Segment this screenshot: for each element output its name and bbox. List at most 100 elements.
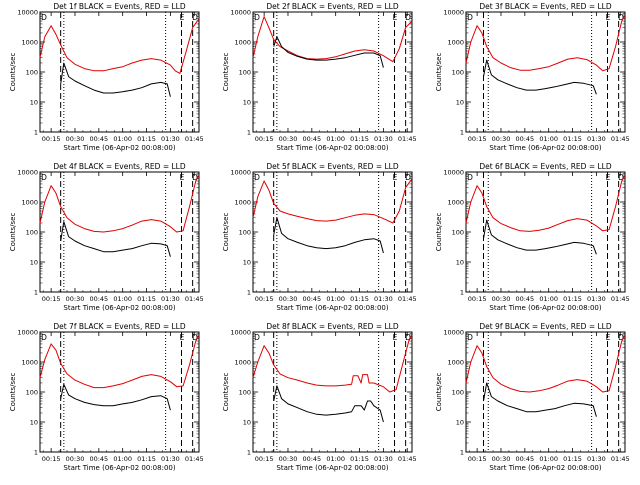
chart-title: Det 6f BLACK = Events, RED = LLD [479,162,612,171]
x-tick-label: 00:15 [42,135,61,143]
y-tick-label: 10 [456,419,464,427]
x-tick-label: 00:15 [42,455,61,463]
y-tick-label: 1000 [234,199,251,207]
x-tick-label: 00:15 [255,455,274,463]
chart-title: Det 4f BLACK = Events, RED = LLD [53,162,186,171]
x-tick-label: 00:45 [89,135,108,143]
flag-label: D [192,13,198,22]
y-axis-label: Counts/sec [9,213,17,252]
y-tick-label: 1 [34,129,38,137]
y-tick-label: 100 [239,69,251,77]
y-tick-label: 1 [34,289,38,297]
flag-label: D [192,333,198,342]
x-tick-label: 01:30 [374,135,393,143]
x-tick-label: 01:45 [398,135,417,143]
x-tick-label: 01:15 [350,135,369,143]
flag-label: D [254,13,260,22]
x-tick-label: 01:15 [137,455,156,463]
chart-title: Det 7f BLACK = Events, RED = LLD [53,322,186,331]
y-tick-label: 10000 [230,329,251,337]
y-tick-label: 10000 [17,169,38,177]
y-tick-label: 100 [239,389,251,397]
x-tick-label: 00:45 [302,295,321,303]
plot-frame [465,171,626,293]
x-tick-label: 00:30 [279,135,298,143]
y-tick-label: 1000 [447,359,464,367]
x-tick-label: 01:00 [539,295,558,303]
x-tick-label: 01:45 [398,455,417,463]
y-tick-label: 1 [247,289,251,297]
chart-title: Det 1f BLACK = Events, RED = LLD [53,2,186,11]
x-tick-label: 00:15 [42,295,61,303]
flag-label: E [180,173,185,182]
y-axis-label: Counts/sec [9,53,17,92]
y-tick-label: 1 [460,449,464,457]
y-tick-label: 10 [243,419,251,427]
y-axis-label: Counts/sec [222,373,230,412]
x-tick-label: 01:45 [185,135,204,143]
x-tick-label: 01:15 [350,295,369,303]
x-tick-label: 01:45 [611,135,630,143]
y-tick-label: 1000 [447,39,464,47]
flag-label: E [393,173,398,182]
x-tick-label: 01:45 [185,455,204,463]
y-tick-label: 10000 [443,329,464,337]
lld-series-line [39,334,200,389]
x-tick-label: 01:15 [563,455,582,463]
x-tick-label: 01:45 [185,295,204,303]
events-series-line [273,385,384,423]
events-series-line [60,62,171,97]
y-tick-label: 10 [30,99,38,107]
y-tick-label: 10000 [230,169,251,177]
x-axis-label: Start Time (06-Apr-02 00:08:00) [489,304,601,312]
lld-series-line [39,174,200,233]
events-series-line [60,383,171,411]
flag-label: D [405,173,411,182]
chart-panel-2: Det 2f BLACK = Events, RED = LLD 1 10 100 10… [222,2,417,152]
lld-series-line [465,334,626,393]
lld-series-line [252,178,413,224]
events-series-line [483,219,597,255]
y-tick-label: 1000 [234,39,251,47]
y-tick-label: 10 [243,259,251,267]
flag-label: D [41,333,47,342]
chart-panel-7: Det 7f BLACK = Events, RED = LLD 1 10 100 10… [9,322,204,472]
x-tick-label: 00:30 [492,135,511,143]
x-tick-label: 01:00 [113,135,132,143]
y-axis-label: Counts/sec [222,53,230,92]
y-tick-label: 1000 [21,39,38,47]
x-tick-label: 00:45 [515,455,534,463]
x-tick-label: 00:30 [492,295,511,303]
x-tick-label: 01:00 [326,295,345,303]
x-tick-label: 01:30 [161,455,180,463]
x-tick-label: 01:00 [539,135,558,143]
chart-title: Det 5f BLACK = Events, RED = LLD [266,162,399,171]
flag-label: D [467,173,473,182]
y-tick-label: 1000 [21,359,38,367]
lld-series-line [252,16,413,63]
y-tick-label: 10000 [17,329,38,337]
y-tick-label: 100 [452,389,464,397]
flag-label: D [467,13,473,22]
x-axis-label: Start Time (06-Apr-02 00:08:00) [489,464,601,472]
y-axis-label: Counts/sec [9,373,17,412]
flag-label: D [192,173,198,182]
y-axis-label: Counts/sec [435,373,443,412]
y-axis-label: Counts/sec [435,53,443,92]
flag-label: D [467,333,473,342]
flag-label: E [180,333,185,342]
y-tick-label: 10000 [17,9,38,17]
chart-panel-5: Det 5f BLACK = Events, RED = LLD 1 10 100 10… [222,162,417,312]
flag-label: D [41,173,47,182]
flag-label: E [606,173,611,182]
x-tick-label: 01:30 [587,455,606,463]
x-tick-label: 00:30 [492,455,511,463]
flag-label: E [606,13,611,22]
x-tick-label: 00:45 [302,135,321,143]
x-tick-label: 01:30 [374,455,393,463]
events-series-line [273,36,384,68]
x-tick-label: 00:45 [89,295,108,303]
x-tick-label: 00:45 [515,135,534,143]
x-tick-label: 00:30 [66,135,85,143]
x-tick-label: 01:30 [161,295,180,303]
